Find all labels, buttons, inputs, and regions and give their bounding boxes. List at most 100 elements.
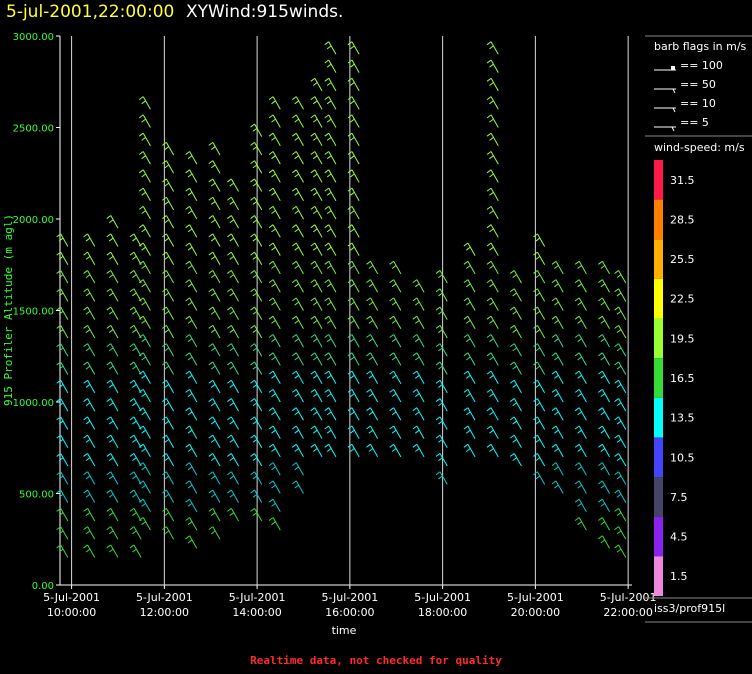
wind-barb-staff: [555, 462, 564, 476]
wind-barb-staff: [370, 279, 379, 293]
wind-barb-flag: [291, 334, 297, 338]
wind-barb: [56, 324, 69, 339]
wind-barb-staff: [351, 315, 360, 330]
wind-barb-flag: [187, 210, 193, 215]
wind-barb-flag: [463, 334, 469, 338]
wind-barb: [106, 288, 119, 302]
wind-barb-staff: [189, 389, 198, 403]
wind-barb-flag: [108, 292, 114, 297]
wind-barb-flag: [574, 297, 580, 302]
wind-barb: [185, 260, 198, 275]
wind-barb-staff: [212, 526, 221, 540]
wind-barb-flag: [185, 151, 190, 155]
wind-barb-flag: [551, 388, 557, 393]
wind-barb-flag: [252, 219, 258, 224]
wind-barb-flag: [616, 475, 622, 480]
wind-barb-flag: [162, 306, 167, 311]
wind-barb: [533, 434, 546, 448]
wind-barb-staff: [212, 288, 221, 302]
wind-barb-flag: [252, 310, 258, 315]
wind-barb-staff: [601, 462, 611, 476]
wind-barb-staff: [537, 416, 546, 430]
wind-barb-staff: [618, 288, 627, 302]
wind-barb-staff: [230, 398, 239, 412]
wind-barb-staff: [295, 242, 304, 256]
wind-barb-flag: [208, 416, 214, 421]
wind-barb-staff: [328, 206, 337, 220]
wind-barb-staff: [142, 425, 151, 439]
wind-barb-flag: [465, 301, 471, 306]
wind-barb-staff: [87, 398, 96, 412]
wind-barb-flag: [141, 246, 146, 251]
wind-barb-flag: [132, 365, 137, 370]
wind-barb: [598, 517, 611, 531]
wind-barb: [106, 379, 119, 394]
wind-barb-staff: [272, 462, 281, 476]
wind-barb-flag: [414, 356, 420, 361]
wind-barb-staff: [87, 453, 96, 467]
wind-barb-flag: [208, 288, 214, 293]
wind-barb: [138, 352, 151, 366]
wind-barb-flag: [291, 260, 297, 265]
wind-barb-flag: [554, 265, 559, 269]
wind-barb: [486, 334, 499, 348]
wind-barb-staff: [254, 325, 263, 339]
wind-barb: [486, 260, 499, 275]
wind-barb-flag: [141, 283, 146, 288]
wind-barb-flag: [250, 160, 255, 165]
wind-barb-flag: [489, 319, 494, 324]
wind-barb: [250, 453, 263, 467]
wind-barb: [162, 178, 175, 192]
x-tick-date-label: 5-Jul-2001: [43, 591, 100, 604]
wind-barb-flag: [312, 319, 318, 324]
wind-barb: [614, 416, 627, 430]
wind-barb-flag: [347, 260, 353, 265]
wind-barb: [389, 388, 402, 403]
wind-barb-flag: [106, 251, 112, 256]
wind-barb-flag: [210, 201, 216, 205]
wind-barb-flag: [250, 306, 255, 311]
wind-barb-flag: [509, 306, 515, 311]
wind-barb: [463, 260, 476, 275]
wind-barb-flag: [574, 388, 580, 393]
wind-barb-flag: [326, 210, 332, 215]
wind-barb-staff: [537, 343, 546, 357]
wind-barb-flag: [138, 498, 144, 503]
wind-barb-flag: [85, 438, 91, 443]
wind-barb-flag: [486, 297, 492, 302]
wind-barb-flag: [252, 347, 258, 352]
x-tick-time-label: 20:00:00: [511, 606, 560, 619]
wind-barb-flag: [58, 329, 64, 333]
wind-barb: [598, 334, 611, 348]
wind-barb-flag: [294, 393, 299, 398]
wind-barb: [310, 279, 323, 293]
wind-barb: [162, 233, 175, 247]
wind-barb-flag: [614, 306, 619, 311]
wind-barb-flag: [312, 338, 318, 343]
wind-barb-flag: [533, 434, 538, 439]
wind-barb: [250, 251, 263, 265]
wind-barb-flag: [229, 493, 235, 498]
wind-barb-staff: [578, 462, 587, 476]
wind-barb: [162, 270, 175, 284]
wind-barb: [291, 407, 304, 421]
wind-barb-flag: [138, 462, 144, 467]
wind-barb-flag: [291, 425, 297, 430]
wind-barb-flag: [227, 434, 232, 439]
wind-barb: [310, 96, 323, 110]
wind-barb-flag: [310, 96, 316, 100]
wind-barb: [389, 425, 402, 439]
wind-barb-flag: [535, 420, 541, 425]
wind-barb-flag: [312, 100, 318, 105]
wind-barb-flag: [598, 334, 603, 338]
y-tick-label: 3000.00: [13, 32, 54, 43]
wind-barb-staff: [578, 370, 587, 384]
wind-barb-staff: [142, 114, 151, 128]
wind-barb: [347, 370, 360, 384]
wind-barb: [366, 352, 379, 366]
wind-barb-flag: [129, 453, 135, 457]
wind-barb-flag: [138, 260, 144, 265]
wind-barb: [83, 507, 96, 522]
wind-barb-staff: [490, 279, 499, 293]
wind-barb-staff: [189, 187, 198, 201]
